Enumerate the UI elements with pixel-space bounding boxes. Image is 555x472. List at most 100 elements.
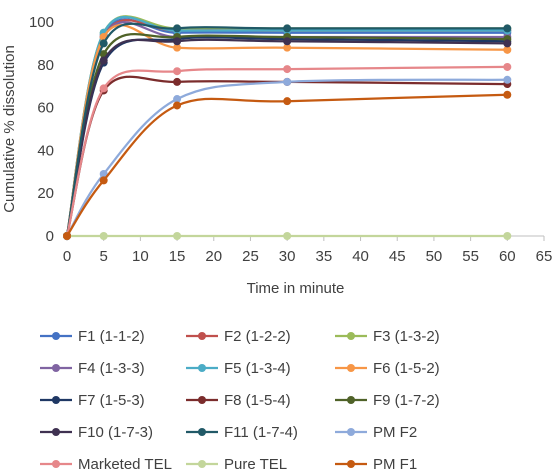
series-pm-f2 bbox=[63, 75, 512, 240]
legend-swatch-marker bbox=[347, 364, 355, 372]
series-line bbox=[65, 18, 508, 237]
legend-item: F10 (1-7-3) bbox=[40, 424, 153, 441]
legend-label: F7 (1-5-3) bbox=[78, 392, 145, 409]
data-point bbox=[283, 24, 292, 33]
data-point bbox=[283, 77, 292, 86]
legend-swatch-marker bbox=[198, 396, 206, 404]
plot-area: 0 5 10 15 20 25 30 35 40 45 50 55 60 65 0 20 40 60 80 100 bbox=[29, 14, 552, 265]
legend-item: Marketed TEL bbox=[40, 456, 172, 472]
legend-item: F2 (1-2-2) bbox=[186, 328, 291, 345]
data-point bbox=[173, 37, 182, 46]
x-tick-label: 65 bbox=[536, 248, 553, 265]
series-line bbox=[65, 33, 508, 237]
legend-label: Marketed TEL bbox=[78, 456, 172, 472]
legend-swatch-marker bbox=[52, 364, 60, 372]
series-line bbox=[65, 65, 508, 237]
legend-swatch-marker bbox=[347, 460, 355, 468]
y-tick-label: 60 bbox=[37, 100, 54, 117]
data-point bbox=[503, 39, 512, 48]
legend-label: F2 (1-2-2) bbox=[224, 328, 291, 345]
series-f11-1-7-4 bbox=[63, 22, 512, 240]
data-point bbox=[283, 65, 292, 74]
x-tick-label: 30 bbox=[279, 248, 296, 265]
legend: F1 (1-1-2) F2 (1-2-2) F3 (1-3-2) F4 (1-3-3)… bbox=[40, 328, 440, 472]
data-point bbox=[283, 37, 292, 46]
legend-label: PM F2 bbox=[373, 424, 417, 441]
series-line bbox=[66, 78, 508, 237]
series-line bbox=[65, 23, 508, 237]
legend-swatch-marker bbox=[347, 396, 355, 404]
series-pm-f1 bbox=[63, 90, 512, 240]
legend-swatch-marker bbox=[52, 428, 60, 436]
legend-label: F6 (1-5-2) bbox=[373, 360, 440, 377]
x-tick-label: 45 bbox=[389, 248, 406, 265]
data-point bbox=[173, 43, 182, 52]
x-tick-label: 10 bbox=[132, 248, 149, 265]
data-point bbox=[99, 56, 108, 65]
data-point bbox=[283, 43, 292, 52]
x-axis-title: Time in minute bbox=[247, 280, 345, 297]
legend-label: F8 (1-5-4) bbox=[224, 392, 291, 409]
legend-swatch-marker bbox=[52, 460, 60, 468]
y-tick-label: 100 bbox=[29, 14, 54, 31]
legend-swatch-marker bbox=[198, 460, 206, 468]
legend-label: F1 (1-1-2) bbox=[78, 328, 145, 345]
legend-label: F9 (1-7-2) bbox=[373, 392, 440, 409]
data-point bbox=[503, 45, 512, 54]
legend-label: F3 (1-3-2) bbox=[373, 328, 440, 345]
data-point bbox=[173, 77, 182, 86]
legend-swatch-marker bbox=[198, 364, 206, 372]
legend-item: PM F1 bbox=[335, 456, 417, 472]
legend-swatch-marker bbox=[52, 332, 60, 340]
legend-item: F8 (1-5-4) bbox=[186, 392, 291, 409]
legend-label: F5 (1-3-4) bbox=[224, 360, 291, 377]
x-tick-label: 35 bbox=[316, 248, 333, 265]
data-point bbox=[173, 232, 182, 240]
data-point bbox=[99, 169, 108, 178]
legend-item: F5 (1-3-4) bbox=[186, 360, 291, 377]
y-axis-title: Cumulative % dissolution bbox=[1, 45, 18, 213]
x-tick-label: 60 bbox=[499, 248, 516, 265]
legend-swatch-marker bbox=[198, 428, 206, 436]
data-point bbox=[99, 39, 108, 48]
series-marketed-tel bbox=[63, 62, 512, 240]
series-f2-1-2-2 bbox=[63, 19, 512, 240]
data-point bbox=[283, 232, 292, 240]
legend-item: F4 (1-3-3) bbox=[40, 360, 145, 377]
legend-swatch-marker bbox=[347, 332, 355, 340]
series-f1-1-1-2 bbox=[63, 18, 512, 240]
data-point bbox=[63, 232, 71, 240]
legend-item: F11 (1-7-4) bbox=[186, 424, 298, 441]
legend-swatch-marker bbox=[347, 428, 355, 436]
legend-swatch-marker bbox=[52, 396, 60, 404]
series-f4-1-3-3 bbox=[63, 21, 512, 240]
legend-label: PM F1 bbox=[373, 456, 417, 472]
data-point bbox=[283, 97, 292, 106]
legend-label: F4 (1-3-3) bbox=[78, 360, 145, 377]
legend-item: F7 (1-5-3) bbox=[40, 392, 145, 409]
series-line bbox=[65, 19, 508, 237]
series-line bbox=[65, 22, 508, 237]
series-f6-1-5-2 bbox=[63, 23, 512, 240]
data-point bbox=[99, 176, 108, 185]
legend-item: F9 (1-7-2) bbox=[335, 392, 440, 409]
x-tick-label: 50 bbox=[426, 248, 443, 265]
data-point bbox=[503, 232, 512, 240]
x-tick-label: 15 bbox=[169, 248, 186, 265]
y-tick-label: 20 bbox=[37, 185, 54, 202]
data-point bbox=[173, 101, 182, 110]
y-tick-label: 0 bbox=[46, 228, 54, 245]
x-tick-label: 40 bbox=[352, 248, 369, 265]
legend-swatch-marker bbox=[198, 332, 206, 340]
x-tick-label: 5 bbox=[100, 248, 108, 265]
legend-item: F6 (1-5-2) bbox=[335, 360, 440, 377]
legend-item: F3 (1-3-2) bbox=[335, 328, 440, 345]
x-tick-label: 0 bbox=[63, 248, 71, 265]
series-pure-tel bbox=[63, 232, 512, 240]
legend-label: F11 (1-7-4) bbox=[224, 424, 298, 441]
x-tick-label: 25 bbox=[242, 248, 259, 265]
series-line bbox=[65, 21, 508, 237]
x-tick-label: 55 bbox=[462, 248, 479, 265]
series-line bbox=[66, 93, 508, 237]
